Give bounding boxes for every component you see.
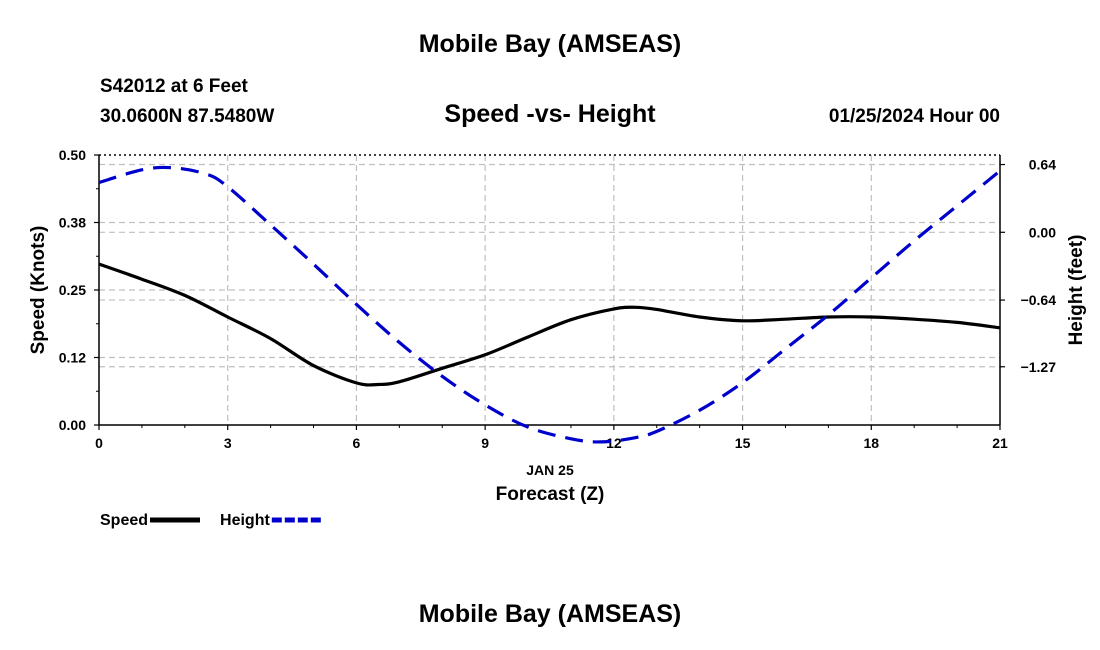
page-title-bottom: Mobile Bay (AMSEAS) (418, 600, 682, 628)
y-right-axis-title: Height (feet) (1066, 235, 1087, 346)
y-right-tick-label: 0.64 (1029, 157, 1056, 173)
y-tick-label: 0.00 (59, 417, 86, 433)
page-title: Mobile Bay (AMSEAS) (418, 30, 682, 58)
x-tick-label: 3 (224, 435, 232, 451)
x-tick-label: 9 (481, 435, 489, 451)
y-tick-label: 0.50 (59, 147, 86, 163)
y-tick-label: 0.12 (59, 350, 86, 366)
y-axis-title: Speed (Knots) (28, 226, 49, 355)
legend-label-speed: Speed (100, 512, 148, 529)
chart-title: Speed -vs- Height (444, 100, 656, 128)
x-tick-label: 6 (353, 435, 361, 451)
series-line-height (98, 165, 1002, 444)
x-tick-label: 0 (95, 435, 103, 451)
x-tick-label: 18 (863, 435, 879, 451)
x-axis-title: Forecast (Z) (496, 484, 605, 505)
y-right-tick-label: 0.00 (1029, 224, 1056, 240)
series-line-speed (98, 262, 1001, 387)
y-right-tick-label: −1.27 (1021, 359, 1057, 375)
x-tick-label: 12 (606, 435, 622, 451)
y-tick-label: 0.25 (59, 282, 86, 298)
legend-label-height: Height (220, 512, 270, 529)
y-tick-label: 0.38 (59, 215, 86, 231)
station-coordinates: 30.0600N 87.5480W (100, 106, 275, 127)
x-tick-label: 15 (735, 435, 751, 451)
forecast-date: 01/25/2024 Hour 00 (828, 106, 1000, 127)
x-tick-label: 21 (992, 435, 1008, 451)
x-axis-date-label: JAN 25 (526, 462, 574, 478)
y-right-tick-label: −0.64 (1021, 292, 1057, 308)
station-label: S42012 at 6 Feet (100, 76, 248, 97)
